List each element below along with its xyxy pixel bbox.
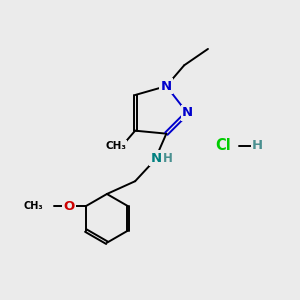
Text: CH₃: CH₃ [24,201,43,211]
Text: H: H [252,139,263,152]
Text: Cl: Cl [215,138,231,153]
Text: N: N [161,80,172,93]
Text: H: H [163,152,173,164]
Text: N: N [150,152,161,164]
Text: N: N [182,106,193,119]
Text: CH₃: CH₃ [105,140,126,151]
Text: O: O [63,200,74,213]
